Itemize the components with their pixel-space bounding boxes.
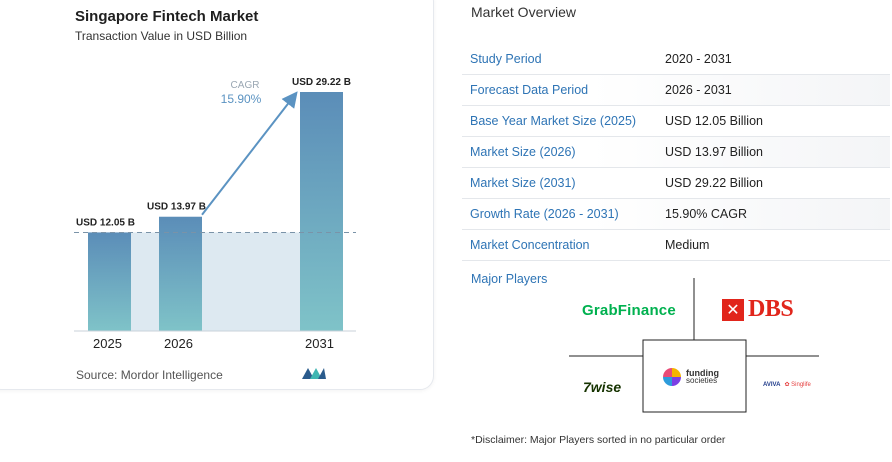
aviva-wordmark: AVIVA: [763, 381, 781, 388]
overview-row-value: USD 29.22 Billion: [665, 176, 763, 190]
overview-row: Market Concentration Medium: [462, 230, 890, 261]
disclaimer: *Disclaimer: Major Players sorted in no …: [471, 434, 726, 446]
overview-row: Base Year Market Size (2025) USD 12.05 Bi…: [462, 106, 890, 137]
funding-societies-line1: funding: [686, 368, 719, 378]
overview-row: Growth Rate (2026 - 2031) 15.90% CAGR: [462, 199, 890, 230]
overview-row-key: Growth Rate (2026 - 2031): [470, 207, 619, 221]
overview-row-value: 15.90% CAGR: [665, 207, 747, 221]
bar-2031: [300, 92, 343, 331]
overview-row-key: Study Period: [470, 52, 542, 66]
dbs-star-icon: ✕: [722, 298, 744, 321]
overview-row-value: 2020 - 2031: [665, 52, 732, 66]
x-tick-label: 2031: [305, 336, 334, 351]
x-tick-label: 2026: [164, 336, 193, 351]
aviva-singlife-logo: AVIVA ✿ Singlife: [763, 381, 811, 389]
chart-title: Singapore Fintech Market: [75, 8, 259, 25]
overview-row-value: USD 12.05 Billion: [665, 114, 763, 128]
overview-row-value: USD 13.97 Billion: [665, 145, 763, 159]
singlife-wordmark: ✿ Singlife: [784, 382, 811, 388]
overview-row: Market Size (2026) USD 13.97 Billion: [462, 137, 890, 168]
overview-row-key: Forecast Data Period: [470, 83, 589, 97]
overview-row: Market Size (2031) USD 29.22 Billion: [462, 168, 890, 199]
cagr-label: CAGR: [231, 80, 260, 91]
bar-chart: USD 12.05 B 2025 USD 13.97 B 2026 USD 29.22 …: [74, 77, 356, 351]
data-label: USD 13.97 B: [147, 202, 206, 213]
funding-societies-logo: funding societies: [663, 368, 719, 386]
funding-societies-icon: [663, 368, 681, 386]
dbs-logo: ✕ DBS: [722, 296, 794, 323]
bar-2026: [159, 216, 202, 331]
dbs-wordmark: DBS: [748, 296, 794, 322]
wise-logo: 7wise: [583, 379, 622, 395]
overview-row: Study Period 2020 - 2031: [462, 44, 890, 75]
overview-row-value: Medium: [665, 238, 710, 252]
mordor-logo-icon: [302, 368, 326, 379]
overview-table: Study Period 2020 - 2031 Forecast Data Per…: [462, 44, 890, 261]
data-label: USD 29.22 B: [292, 77, 351, 88]
overview-row-key: Market Size (2026): [470, 145, 576, 159]
overview-row: Forecast Data Period 2026 - 2031: [462, 75, 890, 106]
overview-row-key: Market Concentration: [470, 238, 590, 252]
overview-row-value: 2026 - 2031: [665, 83, 732, 97]
major-players-label: Major Players: [471, 272, 548, 286]
grabfinance-logo: GrabFinance: [582, 302, 676, 319]
cagr-arrow: [201, 91, 298, 216]
chart-source: Source: Mordor Intelligence: [76, 368, 223, 382]
funding-societies-line2: societies: [686, 376, 718, 385]
data-label: USD 12.05 B: [76, 217, 135, 228]
overview-title: Market Overview: [471, 4, 577, 20]
overview-row-key: Market Size (2031): [470, 176, 576, 190]
x-tick-label: 2025: [93, 336, 122, 351]
bar-2025: [88, 232, 131, 331]
overview-row-key: Base Year Market Size (2025): [470, 114, 637, 128]
cagr-value: 15.90%: [221, 92, 262, 106]
chart-subtitle: Transaction Value in USD Billion: [75, 29, 248, 43]
